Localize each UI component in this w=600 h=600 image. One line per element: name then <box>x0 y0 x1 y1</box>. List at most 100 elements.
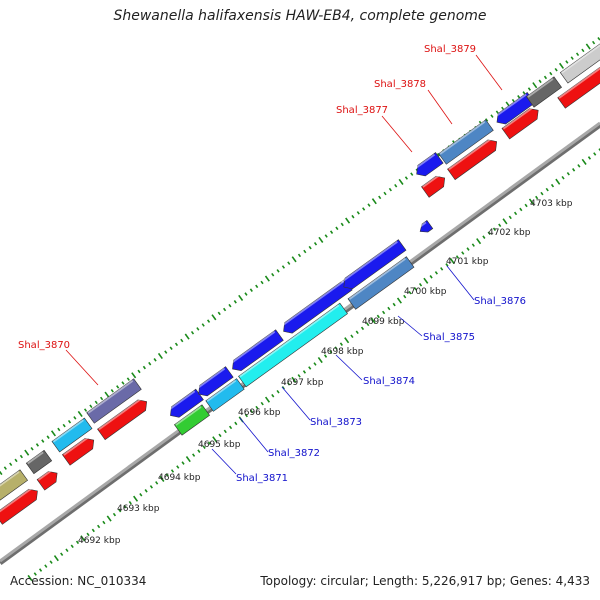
scale-label: 4699 kbp <box>362 317 405 327</box>
tick-mark <box>49 560 53 564</box>
tick-mark <box>508 215 512 220</box>
gene-box-shape <box>343 239 407 290</box>
gene-box-shape <box>238 302 348 388</box>
gene-box <box>0 469 29 501</box>
tick-mark <box>260 280 264 285</box>
tick-mark <box>281 386 285 390</box>
gene-label-forward: Shal_3878 <box>374 79 426 90</box>
tick-mark <box>366 322 370 327</box>
tick-mark <box>495 110 499 115</box>
tick-mark <box>148 361 152 366</box>
tick-mark <box>170 469 175 473</box>
tick-mark <box>554 67 558 72</box>
tick-mark <box>585 43 591 50</box>
scale-label: 4697 kbp <box>281 378 324 388</box>
tick-mark <box>133 495 139 502</box>
gene-box-highlight <box>239 304 340 378</box>
tick-mark <box>570 56 574 60</box>
gene-box-shape <box>525 76 563 108</box>
tick-mark <box>94 400 98 405</box>
tick-mark <box>14 458 18 463</box>
scale-label: 4695 kbp <box>198 440 241 450</box>
gene-box <box>195 366 234 397</box>
tick-mark <box>144 489 148 493</box>
tick-mark <box>19 454 23 459</box>
gene-box-shape <box>438 119 494 165</box>
gene-box-shape <box>97 399 148 441</box>
tick-dot-lines <box>0 37 600 582</box>
tick-mark <box>24 449 30 456</box>
label-leader-line <box>446 265 475 301</box>
tick-mark <box>376 314 380 319</box>
tick-mark <box>223 307 227 312</box>
gene-box <box>525 76 563 108</box>
gene-box-highlight <box>340 240 398 283</box>
tick-mark <box>527 87 532 91</box>
gene-box-highlight <box>206 379 237 402</box>
gene-box-shape <box>205 378 245 412</box>
tick-mark <box>297 374 301 378</box>
gene-box <box>421 173 446 198</box>
gene-box <box>173 404 211 436</box>
tick-mark <box>545 187 549 192</box>
tick-mark <box>149 485 153 489</box>
tick-mark <box>126 377 130 381</box>
tick-mark <box>53 555 59 562</box>
gene-label-reverse: Shal_3876 <box>474 296 526 307</box>
tick-mark <box>487 231 491 235</box>
gene-box-shape <box>416 152 444 177</box>
gene-box <box>559 40 600 84</box>
tick-mark <box>549 71 553 76</box>
gene-label-reverse: Shal_3871 <box>236 473 288 484</box>
tick-mark <box>57 427 61 432</box>
tick-mark <box>228 303 232 308</box>
tick-mark <box>297 253 302 258</box>
tick-mark <box>455 255 460 259</box>
tick-mark <box>392 302 396 307</box>
tick-mark <box>429 275 433 279</box>
tick-mark <box>396 297 402 304</box>
tick-mark <box>238 294 244 301</box>
tick-mark <box>287 382 291 386</box>
gene-box <box>438 119 494 165</box>
tick-mark <box>513 211 518 216</box>
tick-mark <box>271 272 275 277</box>
gene-box <box>418 220 434 233</box>
tick-mark <box>519 207 523 212</box>
scale-label: 4702 kbp <box>488 228 531 238</box>
tick-mark <box>593 152 597 156</box>
tick-mark <box>360 326 365 331</box>
gene-box-shape <box>347 256 415 310</box>
gene-box <box>61 435 95 466</box>
tick-mark <box>418 282 423 287</box>
tick-mark <box>355 330 359 335</box>
tick-mark <box>9 462 13 467</box>
tick-mark <box>0 470 3 476</box>
tick-mark <box>370 317 376 324</box>
gene-box-shape <box>86 378 142 424</box>
tick-mark <box>50 430 56 437</box>
gene-labels: Shal_3870 Shal_3877 Shal_3878 Shal_3879 … <box>18 44 526 484</box>
tick-mark <box>165 473 169 477</box>
tick-mark <box>388 187 392 192</box>
tick-mark <box>329 350 333 354</box>
tick-mark <box>65 548 69 553</box>
gene-label-forward: Shal_3879 <box>424 44 476 55</box>
gene-box <box>36 469 58 491</box>
gene-label-leaders <box>65 54 503 475</box>
tick-mark <box>118 508 122 513</box>
gene-box-highlight <box>0 486 34 515</box>
tick-mark <box>276 269 280 273</box>
tick-mark <box>291 376 297 383</box>
tick-mark <box>581 48 585 53</box>
gene-box-highlight <box>167 390 196 412</box>
tick-mark <box>86 532 90 537</box>
tick-mark <box>264 275 270 282</box>
label-leader-line <box>397 315 423 337</box>
gene-box-highlight <box>413 153 436 170</box>
label-leader-line <box>335 354 363 381</box>
tick-mark <box>206 319 211 323</box>
tick-mark <box>587 156 592 160</box>
tick-mark <box>112 512 117 517</box>
